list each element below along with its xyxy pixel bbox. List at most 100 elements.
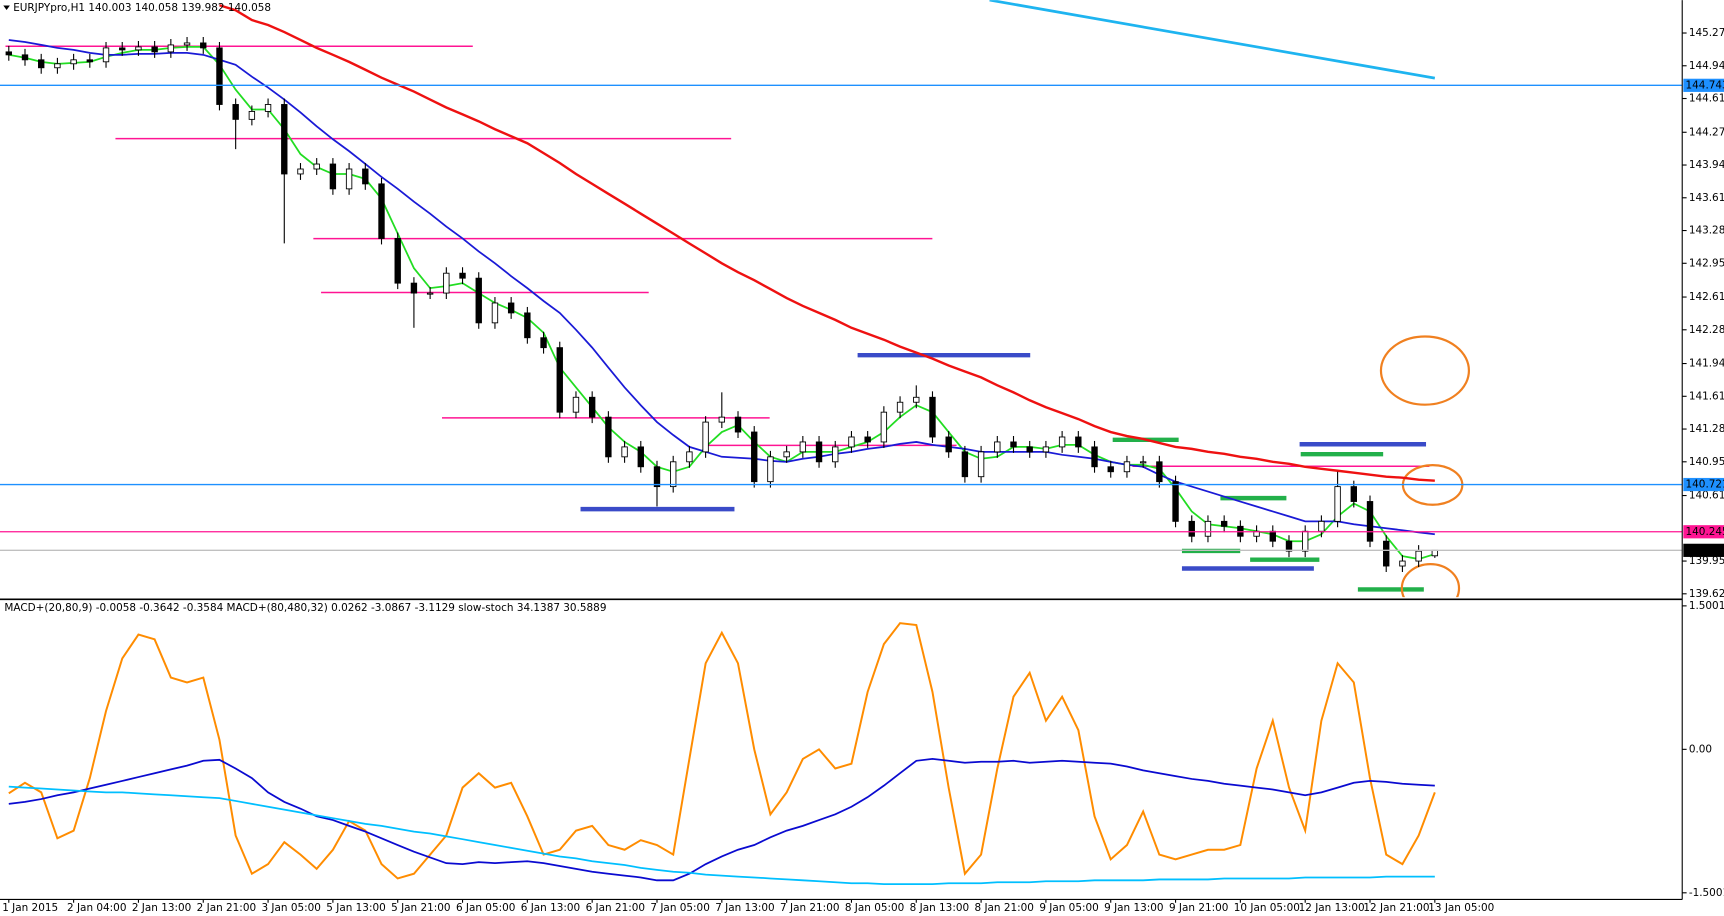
candle-body: [1075, 436, 1082, 448]
candle-body: [378, 183, 385, 239]
candle-body: [994, 441, 1001, 453]
x-tick-label: 8 Jan 05:00: [845, 902, 904, 914]
candle-body: [200, 42, 207, 49]
candle-body: [1156, 461, 1163, 483]
candle-body: [410, 282, 418, 294]
price-label-box: [1683, 477, 1724, 492]
x-tick-label: 8 Jan 13:00: [910, 902, 969, 914]
candle-body: [329, 163, 337, 190]
candle-body: [1318, 520, 1325, 532]
candle-body: [945, 436, 952, 453]
candle-body: [961, 451, 969, 478]
candle-body: [394, 238, 401, 284]
x-tick-label: 13 Jan 05:00: [1428, 902, 1494, 914]
candle-body: [1123, 461, 1131, 473]
x-tick-label: 2 Jan 21:00: [197, 902, 256, 914]
candle-body: [1042, 446, 1050, 453]
candle-body: [572, 396, 580, 413]
x-tick-label: 5 Jan 21:00: [391, 902, 450, 914]
price-label-box: [1683, 78, 1724, 92]
x-tick-label: 9 Jan 13:00: [1104, 902, 1163, 914]
candle-body: [86, 59, 94, 63]
candle-body: [929, 396, 936, 438]
y-tick-label: 143.610: [1689, 192, 1724, 204]
candle-body: [832, 446, 839, 463]
x-tick-label: 2 Jan 13:00: [132, 902, 191, 914]
y-tick-label: 144.610: [1689, 93, 1724, 105]
x-tick-label: 7 Jan 05:00: [650, 902, 709, 914]
candle-body: [1415, 550, 1422, 562]
x-tick-label: 9 Jan 21:00: [1169, 902, 1228, 914]
candle-body: [588, 396, 596, 418]
candle-body: [767, 456, 774, 483]
candle-body: [1269, 530, 1276, 542]
candle-body: [637, 446, 644, 468]
indicator-line: [8, 622, 1436, 880]
candle-body: [167, 44, 175, 53]
candle-body: [135, 46, 142, 51]
candle-body: [313, 163, 320, 170]
price-label: 144.743: [1686, 79, 1724, 91]
candle-body: [621, 446, 628, 458]
candle-body: [1431, 549, 1439, 557]
candle-body: [718, 416, 726, 423]
candle-body: [1091, 446, 1098, 468]
price-label-box: [1683, 525, 1724, 539]
candle-body: [507, 302, 515, 314]
y-tick-label: 0.00: [1689, 743, 1712, 755]
x-tick-label: 3 Jan 05:00: [261, 902, 320, 914]
chart-title: EURJPYpro,H1 140.003 140.058 139.982 140…: [13, 2, 271, 14]
y-tick-label: 142.950: [1689, 257, 1724, 269]
x-tick-label: 7 Jan 13:00: [715, 902, 774, 914]
menu-triangle: [3, 5, 10, 10]
indicator-title: MACD+(20,80,9) -0.0058 -0.3642 -0.3584 M…: [4, 602, 606, 614]
candle-body: [1139, 461, 1147, 464]
x-tick-label: 1 Jan 2015: [2, 902, 58, 914]
x-tick-label: 8 Jan 21:00: [974, 902, 1033, 914]
candle-body: [248, 110, 256, 120]
x-tick-label: 6 Jan 05:00: [456, 902, 515, 914]
candle-body: [1350, 486, 1357, 502]
y-tick-label: 141.940: [1689, 358, 1724, 370]
candle-body: [815, 441, 823, 463]
y-tick-label: 141.610: [1689, 390, 1724, 402]
y-tick-label: 143.280: [1689, 225, 1724, 237]
y-tick-label: -1.5001: [1689, 887, 1724, 899]
x-tick-label: 6 Jan 21:00: [586, 902, 645, 914]
candle-body: [426, 292, 434, 295]
candle-body: [459, 272, 466, 279]
blue-levels: [580, 352, 1427, 571]
x-tick-label: 9 Jan 05:00: [1039, 902, 1098, 914]
indicator-line: [8, 46, 1436, 560]
indicator-line: [8, 758, 1435, 882]
x-tick-label: 10 Jan 05:00: [1234, 902, 1300, 914]
candle-body: [977, 451, 985, 478]
price-label-box: [1683, 543, 1724, 557]
indicator-line: [8, 39, 1435, 536]
candle-body: [5, 51, 12, 56]
candle-body: [216, 47, 223, 105]
candle-body: [475, 277, 482, 324]
candle-body: [605, 416, 612, 458]
candle-body: [102, 47, 110, 63]
candle-body: [70, 59, 77, 65]
candle-body: [1058, 436, 1066, 448]
candle-body: [1302, 530, 1309, 552]
main-pane: [0, 4, 1683, 572]
y-tick-label: 140.950: [1689, 456, 1724, 468]
x-tick-label: 7 Jan 21:00: [780, 902, 839, 914]
candle-body: [1334, 486, 1341, 522]
candle-body: [653, 466, 661, 488]
price-label: 140.721: [1686, 479, 1724, 491]
candle-body: [264, 104, 272, 112]
candle-body: [913, 396, 920, 403]
candle-body: [1010, 441, 1017, 448]
candle-body: [21, 54, 29, 61]
y-tick-label: 145.270: [1689, 27, 1724, 39]
trend-line: [989, 0, 1436, 80]
candle-body: [1026, 446, 1033, 453]
